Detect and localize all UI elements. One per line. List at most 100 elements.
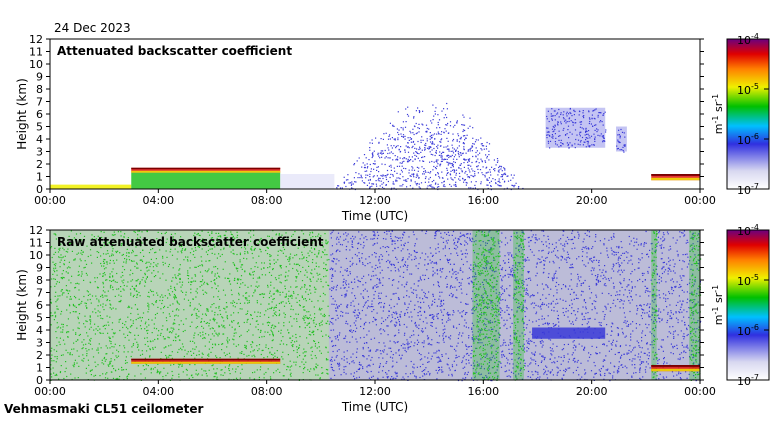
heatmap-speck: [573, 122, 574, 123]
heatmap-speck: [293, 309, 294, 310]
heatmap-speck: [105, 361, 106, 362]
heatmap-speck: [170, 305, 171, 306]
heatmap-speck: [580, 135, 581, 136]
heatmap-speck: [416, 238, 417, 239]
heatmap-speck: [69, 262, 70, 263]
heatmap-speck: [430, 247, 431, 248]
heatmap-speck: [344, 352, 345, 353]
heatmap-speck: [383, 377, 384, 378]
heatmap-speck: [213, 364, 214, 365]
heatmap-speck: [445, 124, 446, 125]
heatmap-speck: [339, 363, 340, 364]
heatmap-speck: [417, 183, 418, 184]
heatmap-speck: [362, 310, 363, 311]
heatmap-speck: [264, 336, 265, 337]
heatmap-speck: [113, 255, 114, 256]
heatmap-speck: [214, 376, 215, 377]
heatmap-speck: [267, 253, 268, 254]
heatmap-speck: [675, 272, 676, 273]
heatmap-speck: [108, 322, 109, 323]
heatmap-speck: [196, 327, 197, 328]
heatmap-speck: [569, 321, 570, 322]
heatmap-speck: [286, 369, 287, 370]
heatmap-speck: [157, 295, 158, 296]
heatmap-speck: [63, 256, 64, 257]
heatmap-speck: [555, 255, 556, 256]
heatmap-speck: [86, 303, 87, 304]
heatmap-speck: [123, 282, 124, 283]
heatmap-speck: [122, 323, 123, 324]
heatmap-speck: [105, 353, 106, 354]
heatmap-speck: [165, 355, 166, 356]
heatmap-speck: [411, 335, 412, 336]
heatmap-speck: [115, 296, 116, 297]
heatmap-speck: [415, 322, 416, 323]
heatmap-speck: [213, 328, 214, 329]
heatmap-speck: [468, 327, 469, 328]
heatmap-speck: [288, 291, 289, 292]
heatmap-speck: [90, 282, 91, 283]
heatmap-speck: [294, 255, 295, 256]
heatmap-speck: [448, 157, 449, 158]
heatmap-speck: [452, 287, 453, 288]
heatmap-speck: [321, 257, 322, 258]
heatmap-speck: [663, 339, 664, 340]
heatmap-speck: [486, 180, 487, 181]
heatmap-speck: [403, 266, 404, 267]
heatmap-speck: [568, 144, 569, 145]
heatmap-speck: [127, 335, 128, 336]
heatmap-speck: [63, 324, 64, 325]
heatmap-speck: [270, 378, 271, 379]
heatmap-speck: [85, 344, 86, 345]
heatmap-speck: [66, 350, 67, 351]
heatmap-speck: [208, 354, 209, 355]
heatmap-speck: [381, 164, 382, 165]
heatmap-speck: [666, 306, 667, 307]
heatmap-speck: [327, 270, 328, 271]
heatmap-speck: [405, 180, 406, 181]
heatmap-speck: [107, 250, 108, 251]
heatmap-speck: [138, 335, 139, 336]
heatmap-speck: [64, 260, 65, 261]
heatmap-speck: [139, 283, 140, 284]
heatmap-speck: [259, 277, 260, 278]
heatmap-speck: [471, 175, 472, 176]
heatmap-speck: [113, 268, 114, 269]
heatmap-speck: [282, 301, 283, 302]
heatmap-speck: [291, 298, 292, 299]
heatmap-speck: [203, 294, 204, 295]
heatmap-speck: [412, 129, 413, 130]
heatmap-speck: [467, 374, 468, 375]
heatmap-speck: [567, 129, 568, 130]
heatmap-speck: [309, 317, 310, 318]
heatmap-speck: [162, 256, 163, 257]
heatmap-speck: [547, 134, 548, 135]
heatmap-cell: [50, 230, 329, 380]
heatmap-speck: [260, 366, 261, 367]
heatmap-speck: [288, 261, 289, 262]
heatmap-speck: [502, 176, 503, 177]
heatmap-speck: [472, 170, 473, 171]
heatmap-speck: [184, 250, 185, 251]
heatmap-speck: [55, 312, 56, 313]
heatmap-speck: [252, 318, 253, 319]
heatmap-speck: [240, 303, 241, 304]
heatmap-speck: [73, 304, 74, 305]
heatmap-speck: [268, 325, 269, 326]
heatmap-speck: [126, 255, 127, 256]
heatmap-speck: [369, 322, 370, 323]
heatmap-speck: [108, 366, 109, 367]
heatmap-speck: [582, 112, 583, 113]
heatmap-speck: [426, 373, 427, 374]
heatmap-speck: [627, 296, 628, 297]
heatmap-speck: [171, 332, 172, 333]
heatmap-speck: [374, 151, 375, 152]
heatmap-speck: [423, 168, 424, 169]
heatmap-speck: [462, 360, 463, 361]
heatmap-speck: [372, 155, 373, 156]
heatmap-speck: [283, 313, 284, 314]
heatmap-speck: [633, 238, 634, 239]
heatmap-speck: [505, 275, 506, 276]
heatmap-speck: [291, 342, 292, 343]
heatmap-speck: [63, 340, 64, 341]
